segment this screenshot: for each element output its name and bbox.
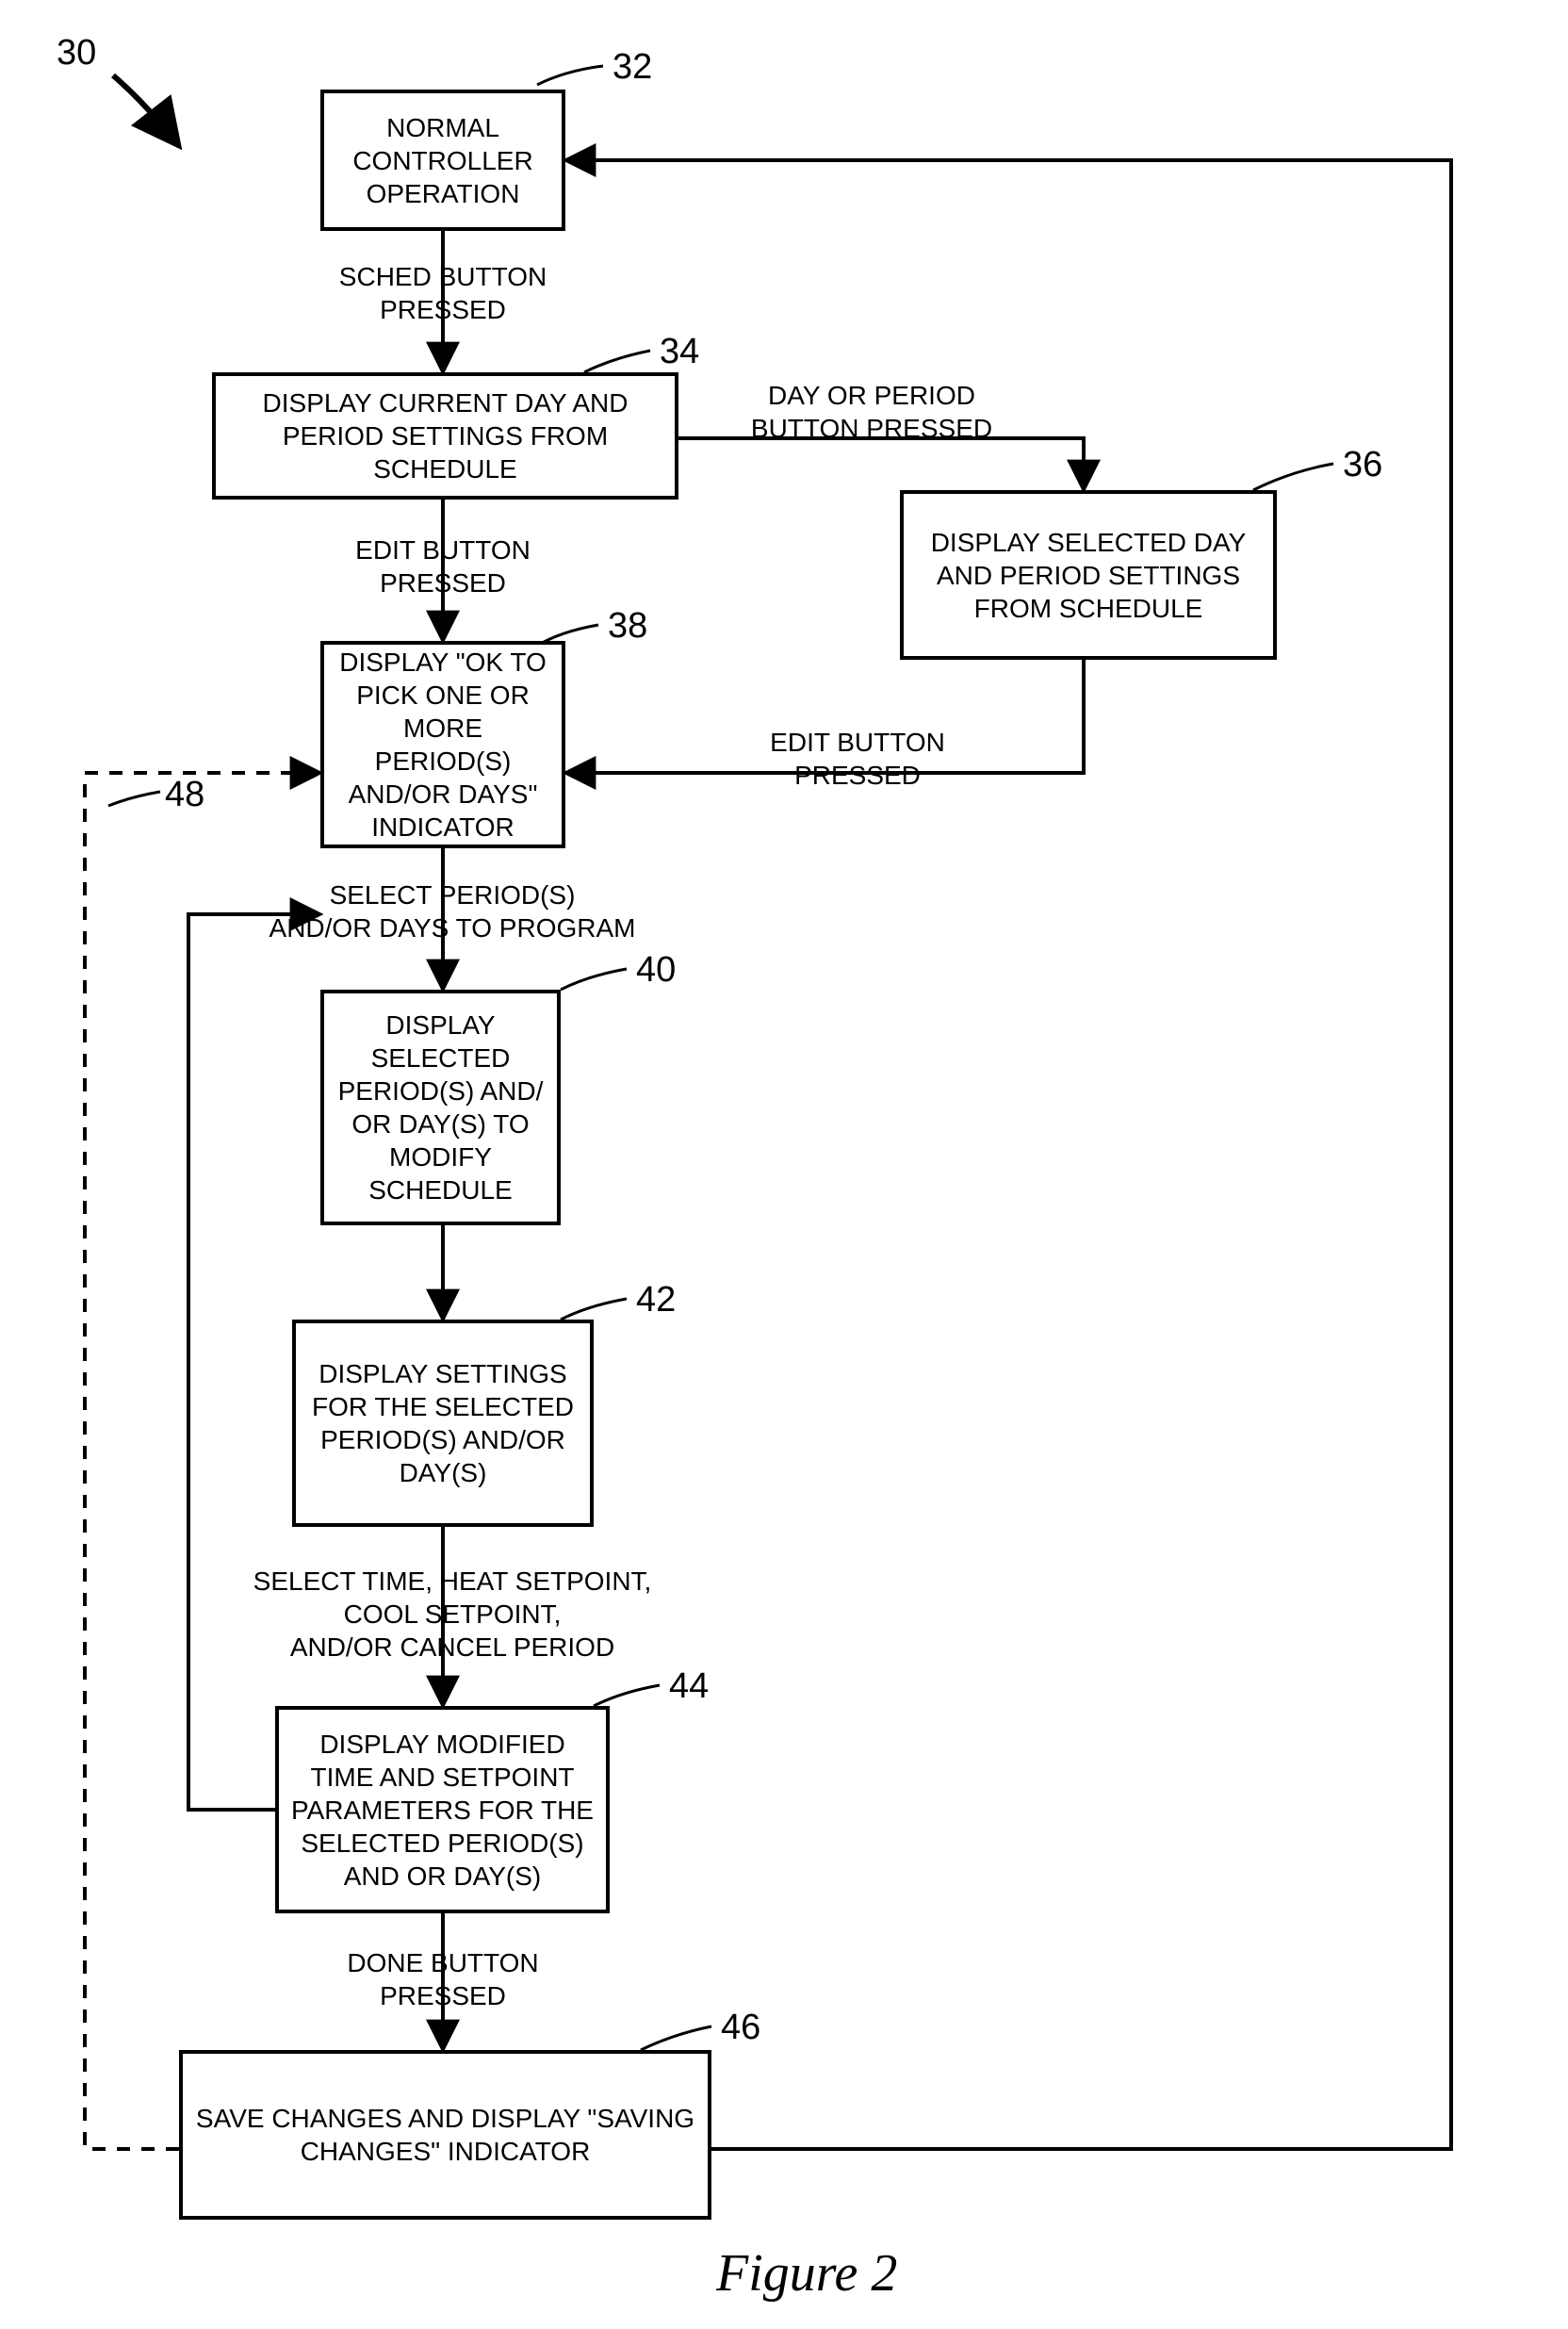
ref-num-34: 34 [660, 332, 699, 372]
ref-num-44: 44 [669, 1666, 709, 1707]
node-text: DISPLAY "OK TO PICK ONE OR MORE PERIOD(S… [334, 646, 552, 844]
node-normal-operation: NORMAL CONTROLLER OPERATION [320, 90, 565, 231]
ref-num-48: 48 [165, 775, 204, 815]
node-display-modified: DISPLAY MODIFIED TIME AND SETPOINT PARAM… [275, 1706, 610, 1913]
ref-num-36: 36 [1343, 445, 1382, 485]
edge-label-edit1: EDIT BUTTON PRESSED [311, 533, 575, 599]
arrows-layer [0, 0, 1568, 2329]
node-text: SAVE CHANGES AND DISPLAY "SAVING CHANGES… [192, 2102, 698, 2168]
ref-num-40: 40 [636, 950, 676, 991]
ref-num-42: 42 [636, 1280, 676, 1320]
edge-label-select-periods: SELECT PERIOD(S) AND/OR DAYS TO PROGRAM [254, 878, 650, 944]
node-text: DISPLAY CURRENT DAY AND PERIOD SETTINGS … [225, 386, 665, 485]
edge-label-sched: SCHED BUTTON PRESSED [311, 260, 575, 326]
edge-label-day-period: DAY OR PERIOD BUTTON PRESSED [730, 379, 1013, 445]
node-display-selected-day: DISPLAY SELECTED DAY AND PERIOD SETTINGS… [900, 490, 1277, 660]
node-display-current: DISPLAY CURRENT DAY AND PERIOD SETTINGS … [212, 372, 678, 500]
node-ok-indicator: DISPLAY "OK TO PICK ONE OR MORE PERIOD(S… [320, 641, 565, 848]
node-text: DISPLAY SETTINGS FOR THE SELECTED PERIOD… [305, 1357, 580, 1489]
ref-num-30: 30 [57, 33, 96, 74]
figure-caption: Figure 2 [716, 2243, 897, 2304]
node-save-changes: SAVE CHANGES AND DISPLAY "SAVING CHANGES… [179, 2050, 711, 2220]
node-text: DISPLAY SELECTED DAY AND PERIOD SETTINGS… [913, 526, 1264, 625]
edge-label-select-time: SELECT TIME, HEAT SETPOINT, COOL SETPOIN… [207, 1565, 697, 1664]
node-display-settings: DISPLAY SETTINGS FOR THE SELECTED PERIOD… [292, 1320, 594, 1527]
edge-label-edit2: EDIT BUTTON PRESSED [726, 726, 989, 792]
ref-num-32: 32 [612, 47, 652, 88]
ref-num-38: 38 [608, 606, 647, 647]
node-display-selected-period: DISPLAY SELECTED PERIOD(S) AND/ OR DAY(S… [320, 990, 561, 1225]
node-text: NORMAL CONTROLLER OPERATION [334, 111, 552, 210]
node-text: DISPLAY SELECTED PERIOD(S) AND/ OR DAY(S… [334, 1009, 547, 1206]
node-text: DISPLAY MODIFIED TIME AND SETPOINT PARAM… [288, 1728, 596, 1893]
edge-label-done: DONE BUTTON PRESSED [311, 1946, 575, 2012]
ref-num-46: 46 [721, 2008, 760, 2048]
